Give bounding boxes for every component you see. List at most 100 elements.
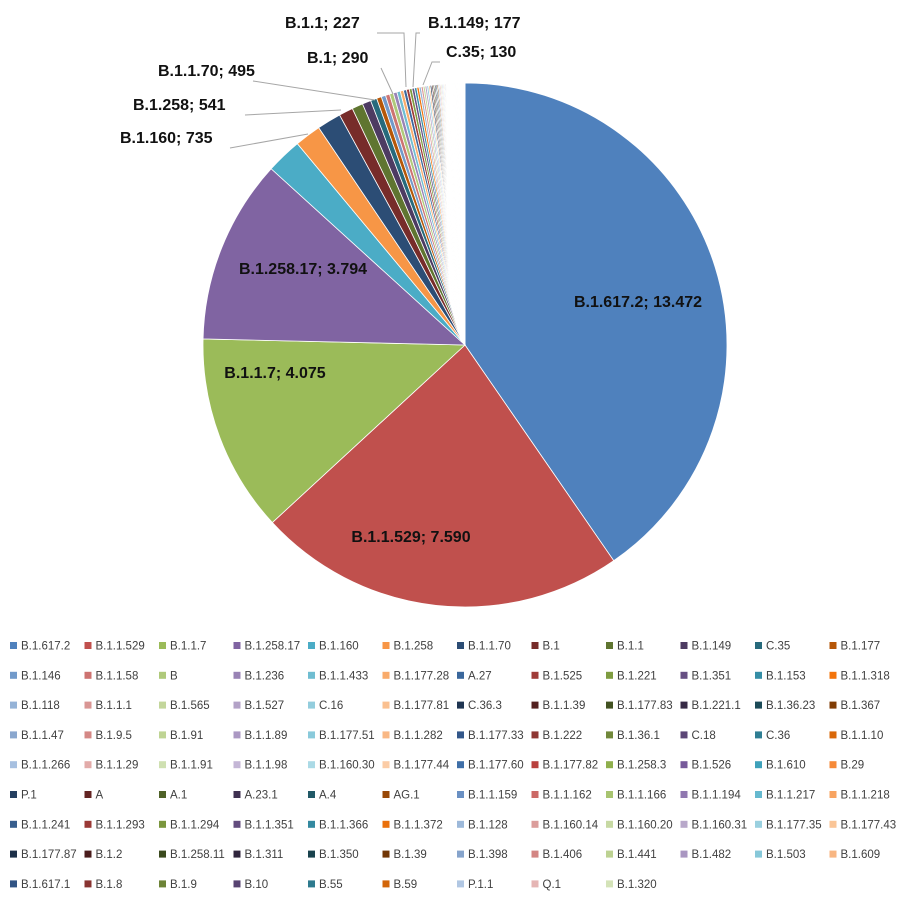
legend-swatch bbox=[84, 701, 92, 709]
legend-item-b-1-222: B.1.222 bbox=[531, 730, 582, 742]
legend-label: AG.1 bbox=[394, 790, 420, 802]
legend-item-b-1-1-58: B.1.1.58 bbox=[84, 670, 138, 682]
legend-swatch bbox=[457, 880, 464, 888]
legend-label: B.1 bbox=[543, 641, 560, 653]
legend-item-b-1-1-529: B.1.1.529 bbox=[84, 641, 145, 653]
legend-label: C.18 bbox=[692, 730, 716, 742]
legend-item-b-1-39: B.1.39 bbox=[382, 849, 427, 861]
legend-swatch bbox=[308, 820, 315, 828]
legend-item-b-1-1-166: B.1.1.166 bbox=[606, 790, 666, 802]
legend-label: B.1.177.44 bbox=[394, 760, 450, 772]
legend-swatch bbox=[308, 671, 315, 679]
leader-line-b-1-160 bbox=[229, 133, 309, 149]
legend-item-b-1-617-1: B.1.617.1 bbox=[10, 879, 70, 891]
leader-line-b-1-149 bbox=[412, 32, 420, 88]
legend-swatch bbox=[829, 791, 837, 798]
data-label-b-1-160: B.1.160; 735 bbox=[120, 130, 213, 147]
legend-swatch bbox=[10, 642, 17, 649]
legend-label: B.1.1.29 bbox=[96, 760, 139, 772]
legend-item-b-1-1-293: B.1.1.293 bbox=[84, 819, 145, 831]
legend-label: B.1.1.241 bbox=[21, 819, 70, 831]
legend-item-b-1-177-83: B.1.177.83 bbox=[606, 700, 673, 712]
legend-item-b-1-177-43: B.1.177.43 bbox=[829, 819, 896, 831]
legend-label: P.1.1 bbox=[468, 879, 493, 891]
legend-item-b-1-311: B.1.311 bbox=[233, 849, 283, 861]
legend-label: B.29 bbox=[841, 760, 865, 772]
legend-item-a: A bbox=[84, 790, 104, 802]
legend-swatch bbox=[680, 731, 688, 739]
legend-label: B.1.1.366 bbox=[319, 819, 368, 831]
legend-swatch bbox=[159, 671, 166, 679]
legend-swatch bbox=[531, 880, 539, 888]
legend-item-b-1-1-70: B.1.1.70 bbox=[457, 641, 511, 653]
leader-lines bbox=[229, 32, 440, 149]
legend-label: B.1.146 bbox=[21, 670, 61, 682]
legend-swatch bbox=[829, 671, 837, 679]
legend-label: B.1.91 bbox=[170, 730, 203, 742]
legend-swatch bbox=[84, 642, 92, 649]
legend-swatch bbox=[606, 791, 613, 798]
legend-swatch bbox=[382, 791, 390, 798]
data-label-b-1-1: B.1.1; 227 bbox=[285, 15, 360, 32]
legend-item-b-1-617-2: B.1.617.2 bbox=[10, 641, 70, 653]
legend-label: A.23.1 bbox=[245, 790, 278, 802]
legend-label: B.1.1.266 bbox=[21, 760, 70, 772]
legend-swatch bbox=[829, 820, 837, 828]
legend-item-b-1-1-1: B.1.1.1 bbox=[84, 700, 132, 712]
legend-item-b-1-1-89: B.1.1.89 bbox=[233, 730, 287, 742]
legend-swatch bbox=[233, 701, 241, 709]
legend-label: B.1.1.433 bbox=[319, 670, 368, 682]
legend-label: B.1.1.194 bbox=[692, 790, 742, 802]
pie-slice-b-1-1-529 bbox=[271, 344, 615, 608]
legend: B.1.617.2 B.1.1.529 B.1.1.7 B.1.258.17 B.1.1… bbox=[10, 641, 896, 891]
legend-item-b-1-177: B.1.177 bbox=[829, 641, 880, 653]
legend-label: B.1.1.162 bbox=[543, 790, 592, 802]
leader-line-b-1-258 bbox=[244, 109, 342, 116]
legend-item-b-1-221: B.1.221 bbox=[606, 670, 657, 682]
legend-swatch bbox=[382, 731, 390, 739]
legend-label: B.1.128 bbox=[468, 819, 508, 831]
legend-item-b-1-258: B.1.258 bbox=[382, 641, 433, 653]
legend-swatch bbox=[531, 671, 539, 679]
legend-swatch bbox=[84, 761, 92, 769]
legend-item-b-1-153: B.1.153 bbox=[755, 670, 806, 682]
legend-label: B.1.1.159 bbox=[468, 790, 517, 802]
legend-item-b-1-1-39: B.1.1.39 bbox=[531, 700, 585, 712]
legend-item-b-1-482: B.1.482 bbox=[680, 849, 731, 861]
legend-swatch bbox=[829, 642, 837, 649]
legend-swatch bbox=[308, 731, 315, 739]
legend-label: B.1.1.217 bbox=[766, 790, 815, 802]
legend-swatch bbox=[606, 701, 613, 709]
legend-label: B.1.2 bbox=[96, 849, 123, 861]
legend-label: B.1.1 bbox=[617, 641, 644, 653]
data-label-b-1-258-17: B.1.258.17; 3.794 bbox=[239, 261, 367, 278]
legend-label: A.4 bbox=[319, 790, 337, 802]
legend-item-b-1-8: B.1.8 bbox=[84, 879, 122, 891]
legend-item-b-59: B.59 bbox=[382, 879, 417, 891]
legend-item-b-1-177-82: B.1.177.82 bbox=[531, 760, 598, 772]
legend-item-b-1-609: B.1.609 bbox=[829, 849, 880, 861]
legend-item-b-1-128: B.1.128 bbox=[457, 819, 508, 831]
legend-item-b-1-351: B.1.351 bbox=[680, 670, 731, 682]
legend-item-b-1-177-60: B.1.177.60 bbox=[457, 760, 524, 772]
legend-item-b-1-1-433: B.1.1.433 bbox=[308, 670, 368, 682]
legend-label: B.1.177.33 bbox=[468, 730, 524, 742]
legend-label: B.1.1.10 bbox=[841, 730, 884, 742]
legend-label: B.1.9.5 bbox=[96, 730, 132, 742]
legend-label: B.1.406 bbox=[543, 849, 583, 861]
legend-swatch bbox=[680, 820, 688, 828]
data-label-b-1-617-2: B.1.617.2; 13.472 bbox=[574, 294, 702, 311]
legend-swatch bbox=[457, 820, 464, 828]
legend-label: B.1.1.318 bbox=[841, 670, 890, 682]
legend-item-b-1: B.1 bbox=[531, 641, 560, 653]
legend-label: B.1.258.17 bbox=[245, 641, 301, 653]
legend-item-b-1-9: B.1.9 bbox=[159, 879, 197, 891]
legend-swatch bbox=[10, 820, 17, 828]
legend-swatch bbox=[531, 642, 539, 649]
legend-item-c-36: C.36 bbox=[755, 730, 790, 742]
legend-label: B.1.610 bbox=[766, 760, 806, 772]
legend-item-b-1-526: B.1.526 bbox=[680, 760, 731, 772]
legend-swatch bbox=[606, 761, 613, 769]
legend-item-b-1-177-35: B.1.177.35 bbox=[755, 819, 822, 831]
legend-swatch bbox=[755, 791, 762, 798]
